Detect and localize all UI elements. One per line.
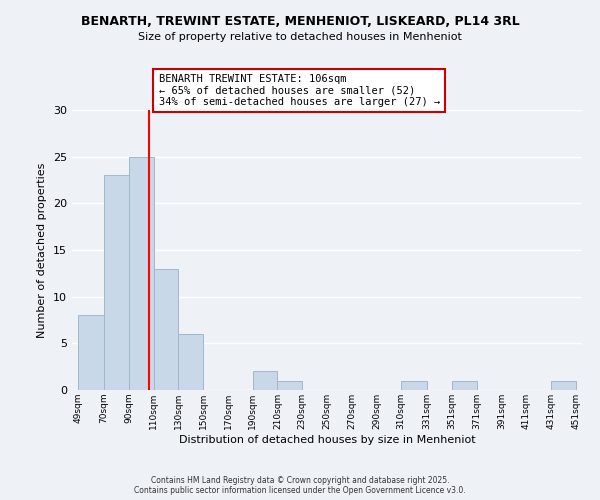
Bar xyxy=(401,380,427,390)
Bar xyxy=(129,156,154,390)
Bar xyxy=(551,380,576,390)
Bar xyxy=(104,176,129,390)
Bar xyxy=(154,268,178,390)
X-axis label: Distribution of detached houses by size in Menheniot: Distribution of detached houses by size … xyxy=(179,434,475,444)
Text: BENARTH, TREWINT ESTATE, MENHENIOT, LISKEARD, PL14 3RL: BENARTH, TREWINT ESTATE, MENHENIOT, LISK… xyxy=(80,15,520,28)
Text: Size of property relative to detached houses in Menheniot: Size of property relative to detached ho… xyxy=(138,32,462,42)
Bar xyxy=(452,380,477,390)
Bar xyxy=(78,316,104,390)
Text: BENARTH TREWINT ESTATE: 106sqm
← 65% of detached houses are smaller (52)
34% of : BENARTH TREWINT ESTATE: 106sqm ← 65% of … xyxy=(158,74,440,107)
Bar xyxy=(253,372,277,390)
Bar xyxy=(178,334,203,390)
Bar xyxy=(277,380,302,390)
Y-axis label: Number of detached properties: Number of detached properties xyxy=(37,162,47,338)
Text: Contains HM Land Registry data © Crown copyright and database right 2025.
Contai: Contains HM Land Registry data © Crown c… xyxy=(134,476,466,495)
